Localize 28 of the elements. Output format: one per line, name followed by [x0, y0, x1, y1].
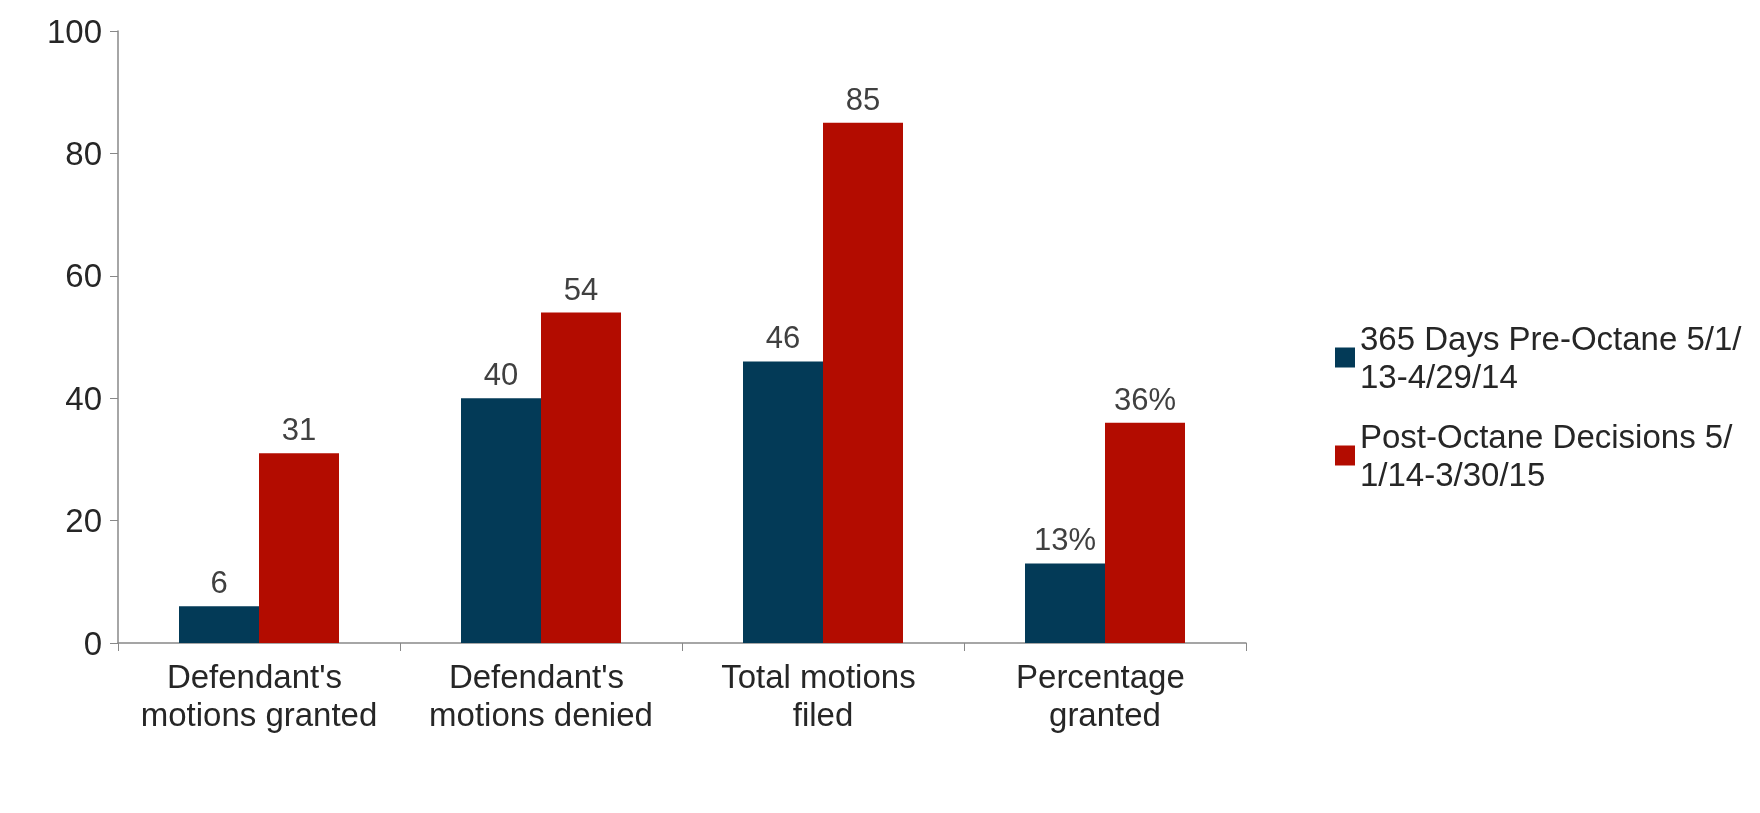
bar: [1025, 563, 1105, 643]
y-tick-label: 60: [65, 257, 102, 295]
bar: [259, 453, 339, 643]
y-tick-label: 80: [65, 134, 102, 172]
data-label: 31: [281, 412, 317, 448]
bar: [1105, 422, 1185, 643]
data-label: 6: [210, 565, 228, 601]
bar: [541, 312, 621, 643]
x-tick-label: Percentage granted: [1016, 657, 1194, 733]
x-tick-label: Total motions filed: [721, 657, 925, 733]
bar: [179, 606, 259, 643]
y-tick-label: 100: [46, 12, 102, 50]
y-tick-label: 40: [65, 379, 102, 417]
bar: [461, 398, 541, 643]
y-tick-label: 0: [83, 624, 102, 662]
x-tick-label: Defendant's motions granted: [140, 657, 378, 733]
data-label: 54: [563, 271, 599, 307]
bar: [823, 122, 903, 643]
bar: [743, 361, 823, 643]
x-tick-label: Defendant's motions denied: [429, 657, 653, 733]
data-label: 40: [483, 357, 519, 393]
legend-label: 365 Days Pre-Octane 5/1/13-4/29/14: [1360, 320, 1743, 395]
data-label: 13%: [1033, 522, 1097, 558]
data-label: 46: [765, 320, 801, 356]
legend-label: Post-Octane Decisions 5/1/14-3/30/15: [1360, 418, 1734, 493]
y-tick-label: 20: [65, 502, 102, 540]
data-label: 85: [845, 81, 881, 117]
data-label: 36%: [1113, 381, 1177, 417]
